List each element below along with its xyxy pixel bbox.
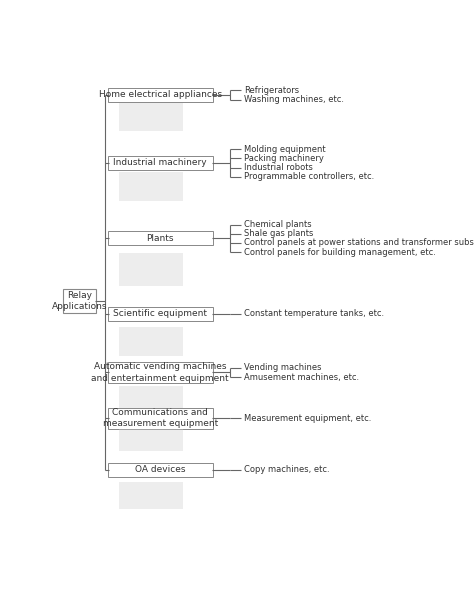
Text: Shale gas plants: Shale gas plants — [244, 229, 313, 238]
FancyBboxPatch shape — [119, 327, 183, 356]
Text: Chemical plants: Chemical plants — [244, 220, 311, 229]
FancyBboxPatch shape — [119, 104, 183, 131]
Text: Copy machines, etc.: Copy machines, etc. — [244, 465, 329, 474]
Text: Control panels for building management, etc.: Control panels for building management, … — [244, 247, 436, 256]
Text: Measurement equipment, etc.: Measurement equipment, etc. — [244, 414, 372, 423]
FancyBboxPatch shape — [108, 156, 213, 170]
FancyBboxPatch shape — [108, 307, 213, 321]
Text: Communications and
measurement equipment: Communications and measurement equipment — [103, 408, 218, 429]
FancyBboxPatch shape — [119, 387, 183, 414]
Text: Industrial machinery: Industrial machinery — [113, 159, 207, 168]
Text: Control panels at power stations and transformer substations: Control panels at power stations and tra… — [244, 239, 474, 247]
FancyBboxPatch shape — [108, 362, 213, 383]
Text: Vending machines: Vending machines — [244, 363, 321, 372]
FancyBboxPatch shape — [108, 408, 213, 429]
Text: Relay
Applications: Relay Applications — [52, 291, 107, 311]
FancyBboxPatch shape — [63, 289, 96, 313]
FancyBboxPatch shape — [119, 172, 183, 201]
Text: Programmable controllers, etc.: Programmable controllers, etc. — [244, 172, 374, 181]
Text: Amusement machines, etc.: Amusement machines, etc. — [244, 372, 359, 382]
Text: Packing machinery: Packing machinery — [244, 154, 324, 163]
Text: Constant temperature tanks, etc.: Constant temperature tanks, etc. — [244, 309, 384, 318]
FancyBboxPatch shape — [108, 231, 213, 245]
FancyBboxPatch shape — [108, 88, 213, 102]
Text: Home electrical appliances: Home electrical appliances — [99, 91, 222, 99]
FancyBboxPatch shape — [119, 482, 183, 509]
Text: Automatic vending machines
and entertainment equipment: Automatic vending machines and entertain… — [91, 362, 229, 382]
FancyBboxPatch shape — [108, 463, 213, 477]
Text: Industrial robots: Industrial robots — [244, 163, 313, 172]
Text: Molding equipment: Molding equipment — [244, 144, 326, 154]
Text: Plants: Plants — [146, 234, 174, 243]
Text: Washing machines, etc.: Washing machines, etc. — [244, 95, 344, 104]
Text: OA devices: OA devices — [135, 465, 185, 474]
FancyBboxPatch shape — [119, 429, 183, 451]
FancyBboxPatch shape — [119, 253, 183, 286]
Text: Scientific equipment: Scientific equipment — [113, 309, 207, 318]
Text: Refrigerators: Refrigerators — [244, 86, 299, 95]
